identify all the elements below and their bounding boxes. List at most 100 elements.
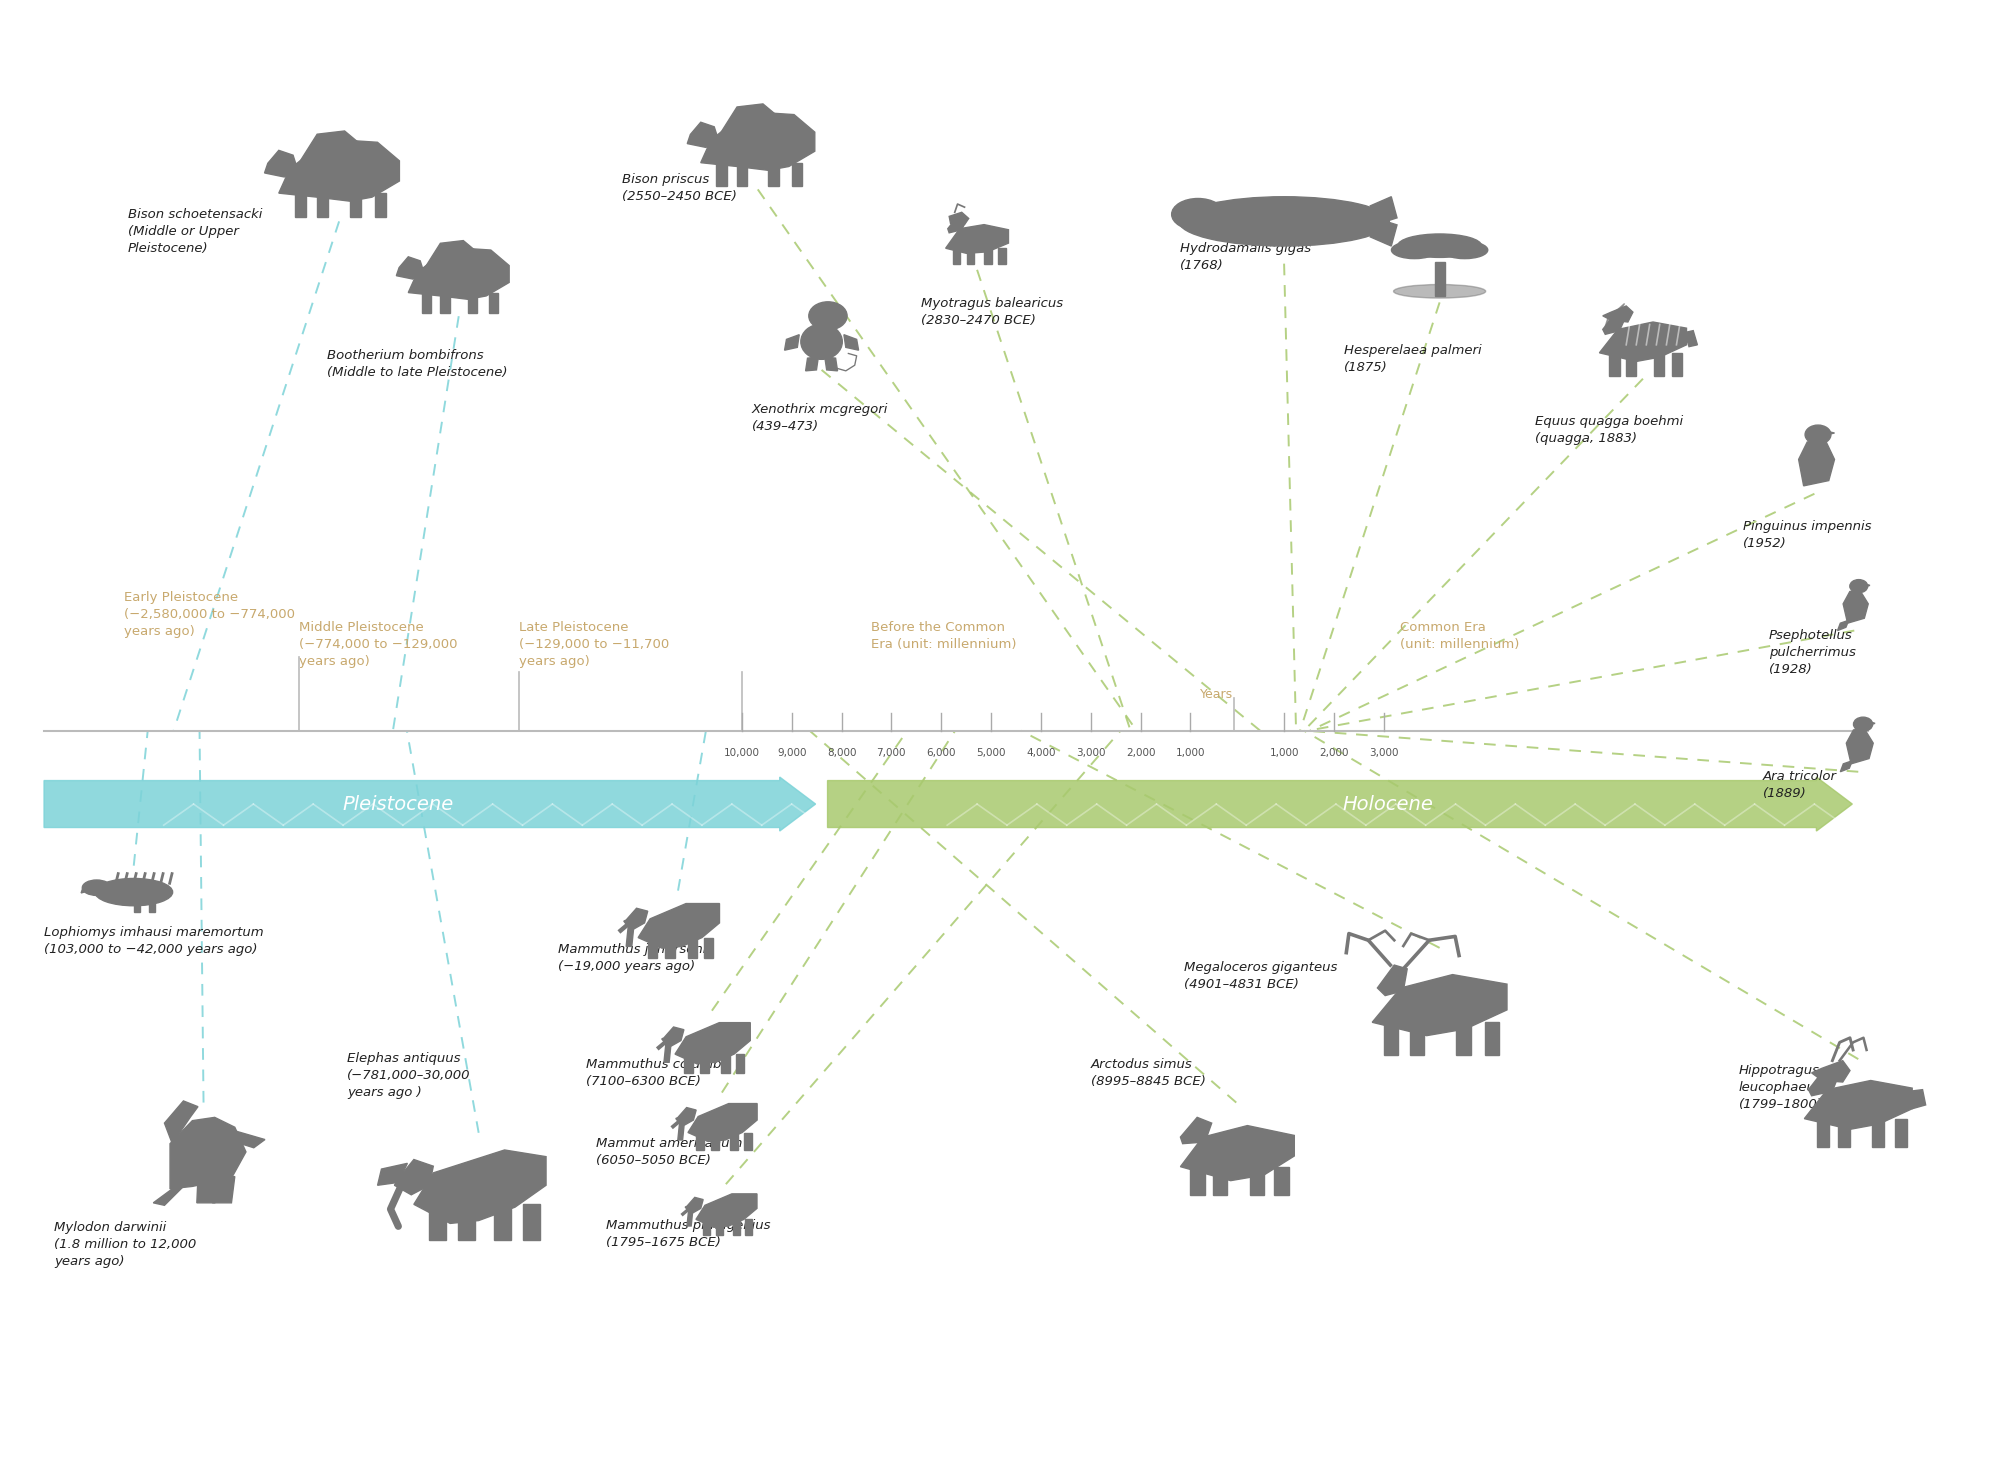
Ellipse shape <box>1441 242 1487 258</box>
Ellipse shape <box>833 314 845 320</box>
Text: 5,000: 5,000 <box>977 748 1005 759</box>
Polygon shape <box>701 112 815 170</box>
Polygon shape <box>278 139 400 201</box>
Polygon shape <box>625 908 649 928</box>
Polygon shape <box>1371 974 1508 1036</box>
Polygon shape <box>1181 1117 1211 1144</box>
Text: Xenothrix mcgregori
(439–473): Xenothrix mcgregori (439–473) <box>753 403 889 432</box>
Polygon shape <box>721 1054 729 1073</box>
Polygon shape <box>703 937 713 958</box>
Text: 1,000: 1,000 <box>1269 748 1299 759</box>
Polygon shape <box>945 224 1009 254</box>
Polygon shape <box>1910 1089 1926 1108</box>
Polygon shape <box>1654 353 1664 375</box>
Polygon shape <box>769 162 779 186</box>
Polygon shape <box>1600 322 1686 362</box>
Polygon shape <box>523 1204 541 1240</box>
Polygon shape <box>154 1187 184 1206</box>
Polygon shape <box>627 922 635 946</box>
Polygon shape <box>1812 453 1830 472</box>
Text: Megaloceros giganteus
(4901–4831 BCE): Megaloceros giganteus (4901–4831 BCE) <box>1185 961 1337 990</box>
Polygon shape <box>294 131 366 168</box>
Polygon shape <box>685 1054 693 1073</box>
Polygon shape <box>1409 1023 1423 1055</box>
Polygon shape <box>1213 1166 1227 1194</box>
Polygon shape <box>1818 430 1834 437</box>
Polygon shape <box>1844 590 1868 623</box>
Polygon shape <box>703 1219 711 1235</box>
Polygon shape <box>1804 1080 1912 1129</box>
Polygon shape <box>999 248 1005 264</box>
Text: Bison priscus
(2550–2450 BCE): Bison priscus (2550–2450 BCE) <box>623 173 737 202</box>
Text: Pinguinus impennis
(1952): Pinguinus impennis (1952) <box>1742 521 1872 551</box>
Polygon shape <box>1672 353 1682 375</box>
Polygon shape <box>1864 720 1876 726</box>
Polygon shape <box>1255 227 1289 246</box>
Text: 4,000: 4,000 <box>1027 748 1055 759</box>
FancyArrow shape <box>827 776 1852 831</box>
FancyArrow shape <box>44 776 815 831</box>
Polygon shape <box>1812 1061 1850 1082</box>
Polygon shape <box>440 292 450 313</box>
Polygon shape <box>949 213 969 224</box>
Ellipse shape <box>94 878 172 906</box>
Ellipse shape <box>1179 196 1389 246</box>
Polygon shape <box>1191 1166 1205 1194</box>
Text: Mammuthus columbi
(7100–6300 BCE): Mammuthus columbi (7100–6300 BCE) <box>587 1058 725 1088</box>
Polygon shape <box>196 1176 216 1203</box>
Circle shape <box>809 301 847 331</box>
Ellipse shape <box>82 880 110 896</box>
Polygon shape <box>701 1054 709 1073</box>
Polygon shape <box>1383 1023 1397 1055</box>
Text: Lophiomys imhausi maremortum
(103,000 to −42,000 years ago): Lophiomys imhausi maremortum (103,000 to… <box>44 925 264 955</box>
Polygon shape <box>294 193 306 217</box>
Polygon shape <box>1181 1126 1295 1181</box>
Text: Common Era
(unit: millennium): Common Era (unit: millennium) <box>1399 620 1520 651</box>
Text: Psephotellus
pulcherrimus
(1928): Psephotellus pulcherrimus (1928) <box>1768 629 1856 676</box>
Ellipse shape <box>1397 235 1481 257</box>
Polygon shape <box>717 103 783 140</box>
Polygon shape <box>1858 582 1870 589</box>
Text: 3,000: 3,000 <box>1075 748 1105 759</box>
Polygon shape <box>414 1150 547 1224</box>
Polygon shape <box>1369 196 1397 224</box>
Polygon shape <box>422 241 482 272</box>
Circle shape <box>1850 580 1868 593</box>
Polygon shape <box>1838 620 1848 630</box>
Text: 10,000: 10,000 <box>725 748 761 759</box>
Text: Elephas antiquus
(−781,000–30,000
years ago ): Elephas antiquus (−781,000–30,000 years … <box>346 1052 470 1100</box>
Polygon shape <box>1435 263 1445 297</box>
Polygon shape <box>825 357 837 370</box>
Polygon shape <box>1485 1023 1499 1055</box>
Ellipse shape <box>1171 198 1225 230</box>
Polygon shape <box>1455 1023 1471 1055</box>
Polygon shape <box>845 335 859 350</box>
Polygon shape <box>1894 1119 1908 1147</box>
Text: Mylodon darwinii
(1.8 million to 12,000
years ago): Mylodon darwinii (1.8 million to 12,000 … <box>54 1221 196 1268</box>
Polygon shape <box>687 123 719 148</box>
Ellipse shape <box>1391 242 1437 258</box>
Polygon shape <box>494 1204 511 1240</box>
Polygon shape <box>1249 1166 1263 1194</box>
Polygon shape <box>649 937 657 958</box>
Polygon shape <box>1377 965 1407 996</box>
Text: Mammut americanum
(6050–5050 BCE): Mammut americanum (6050–5050 BCE) <box>597 1137 743 1168</box>
Polygon shape <box>689 1104 757 1141</box>
Polygon shape <box>264 151 298 177</box>
Polygon shape <box>170 1117 246 1188</box>
Polygon shape <box>1604 306 1634 322</box>
Polygon shape <box>164 1101 198 1144</box>
Polygon shape <box>1872 1119 1884 1147</box>
Polygon shape <box>422 292 430 313</box>
Text: Early Pleistocene
(−2,580,000 to −774,000
years ago): Early Pleistocene (−2,580,000 to −774,00… <box>124 592 294 638</box>
Polygon shape <box>468 292 476 313</box>
Polygon shape <box>1606 304 1624 326</box>
Polygon shape <box>1808 1069 1840 1095</box>
Polygon shape <box>214 1129 264 1148</box>
Polygon shape <box>374 193 386 217</box>
Polygon shape <box>665 1041 671 1063</box>
Polygon shape <box>316 193 328 217</box>
Text: 6,000: 6,000 <box>927 748 955 759</box>
Polygon shape <box>733 1219 741 1235</box>
Circle shape <box>1854 717 1872 731</box>
